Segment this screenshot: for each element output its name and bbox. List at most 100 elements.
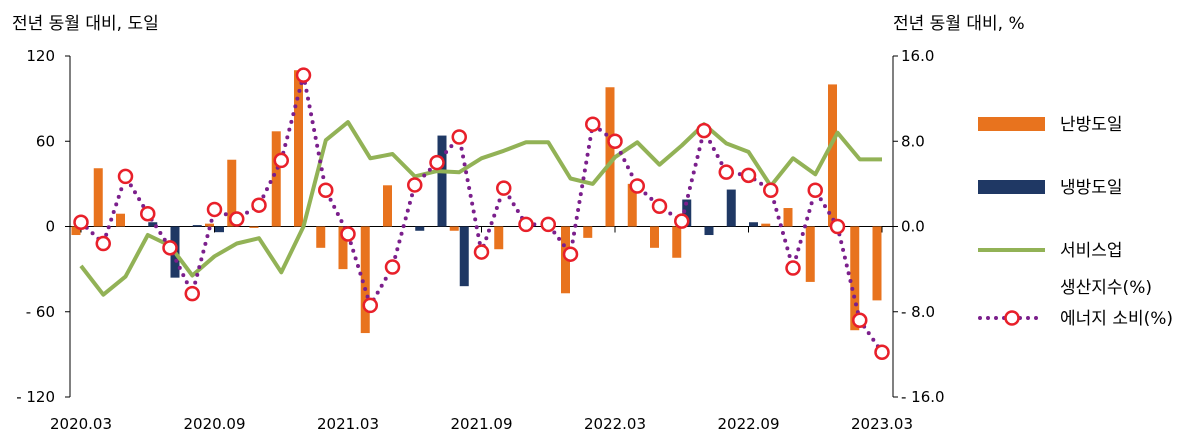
legend-label: 서비스업 — [1060, 241, 1123, 261]
bar — [850, 226, 860, 331]
data-point-marker — [295, 67, 312, 83]
right-tick-label: 16.0 — [901, 47, 934, 65]
bar — [316, 226, 326, 248]
bar — [215, 226, 224, 233]
bar — [294, 70, 303, 227]
bar — [783, 208, 793, 227]
x-tick-label: 2023.03 — [851, 415, 913, 433]
series-line — [79, 120, 882, 297]
legend-swatch — [978, 180, 1045, 194]
data-point-marker — [429, 154, 445, 171]
x-tick-label: 2021.09 — [450, 415, 512, 433]
data-point-marker — [607, 133, 623, 149]
legend-label: 냉방도일 — [1060, 178, 1123, 198]
data-point-marker — [829, 218, 846, 235]
bar — [672, 226, 682, 258]
bar — [116, 213, 125, 227]
legend-label: 생산지수(%) — [1060, 278, 1152, 298]
legend-marker — [1004, 310, 1020, 326]
data-point-marker — [496, 180, 512, 196]
data-point-marker — [73, 214, 89, 230]
data-point-marker — [117, 168, 134, 185]
data-point-marker — [340, 226, 356, 242]
data-point-marker — [318, 182, 334, 199]
data-point-marker — [362, 297, 378, 314]
bar — [71, 226, 81, 236]
data-point-marker — [206, 201, 223, 218]
bar — [437, 135, 447, 227]
x-tick-label: 2020.09 — [183, 415, 245, 433]
bar — [271, 131, 281, 227]
bar — [828, 84, 837, 227]
x-tick-label: 2022.09 — [717, 415, 779, 433]
series-dotted-line — [79, 74, 884, 355]
left-tick-label: 60 — [36, 132, 55, 150]
right-tick-label: 0.0 — [901, 218, 925, 236]
bar — [148, 222, 158, 227]
left-tick-label: 0 — [45, 218, 55, 236]
left-tick-label: - 120 — [16, 388, 55, 406]
bar — [749, 222, 758, 227]
data-point-marker — [162, 240, 178, 256]
legend-swatch — [978, 117, 1045, 131]
axes: 120 60 0 - 60 - 120 16.0 8.0 0.0 - 8.0 - 16.0 2020… — [16, 47, 944, 433]
bar — [872, 226, 882, 301]
data-point-marker — [540, 216, 556, 233]
bar — [249, 226, 259, 228]
bar — [761, 223, 771, 227]
left-tick-label: 120 — [26, 47, 55, 65]
bar — [494, 226, 504, 250]
data-point-marker — [562, 246, 579, 262]
data-point-marker — [273, 152, 289, 169]
bar — [682, 199, 692, 227]
bar — [583, 226, 593, 238]
right-tick-label: - 8.0 — [901, 303, 935, 321]
data-point-marker — [696, 122, 712, 139]
data-point-marker — [740, 167, 757, 184]
data-point-marker — [95, 235, 111, 252]
data-point-marker — [518, 216, 534, 233]
bar — [93, 168, 103, 227]
data-point-marker — [718, 164, 734, 180]
data-point-marker — [763, 182, 779, 199]
data-point-marker — [629, 178, 645, 194]
data-point-marker — [407, 177, 423, 193]
bar — [449, 226, 459, 231]
legend-label: 에너지 소비(%) — [1060, 309, 1173, 329]
bar — [383, 185, 392, 227]
line-series — [79, 74, 884, 355]
x-tick-label: 2021.03 — [317, 415, 379, 433]
right-tick-label: 8.0 — [901, 132, 925, 150]
bar — [415, 226, 425, 231]
bar — [459, 226, 469, 287]
data-point-marker — [852, 312, 868, 329]
data-point-marker — [785, 260, 801, 276]
data-point-marker — [140, 205, 156, 222]
bar — [805, 226, 815, 282]
data-point-marker — [473, 244, 490, 260]
right-axis-unit: 전년 동월 대비, % — [893, 14, 1025, 34]
bar — [704, 226, 714, 236]
x-tick-label: 2020.03 — [50, 415, 112, 433]
x-tick-label: 2022.03 — [584, 415, 646, 433]
data-point-marker — [229, 211, 245, 227]
data-point-marker — [585, 116, 601, 132]
bar — [605, 87, 615, 227]
data-point-marker — [651, 198, 668, 215]
bar — [726, 189, 736, 227]
marker-series — [73, 67, 890, 360]
bar — [227, 159, 237, 227]
right-tick-label: - 16.0 — [901, 388, 945, 406]
data-point-marker — [807, 182, 823, 199]
data-point-marker — [874, 344, 890, 360]
bar — [192, 225, 202, 227]
data-point-marker — [674, 213, 690, 229]
data-point-marker — [451, 129, 467, 145]
data-point-marker — [251, 197, 267, 213]
data-point-marker — [184, 285, 200, 302]
bar — [627, 183, 637, 227]
bar — [360, 226, 370, 334]
legend-label: 난방도일 — [1060, 115, 1123, 135]
